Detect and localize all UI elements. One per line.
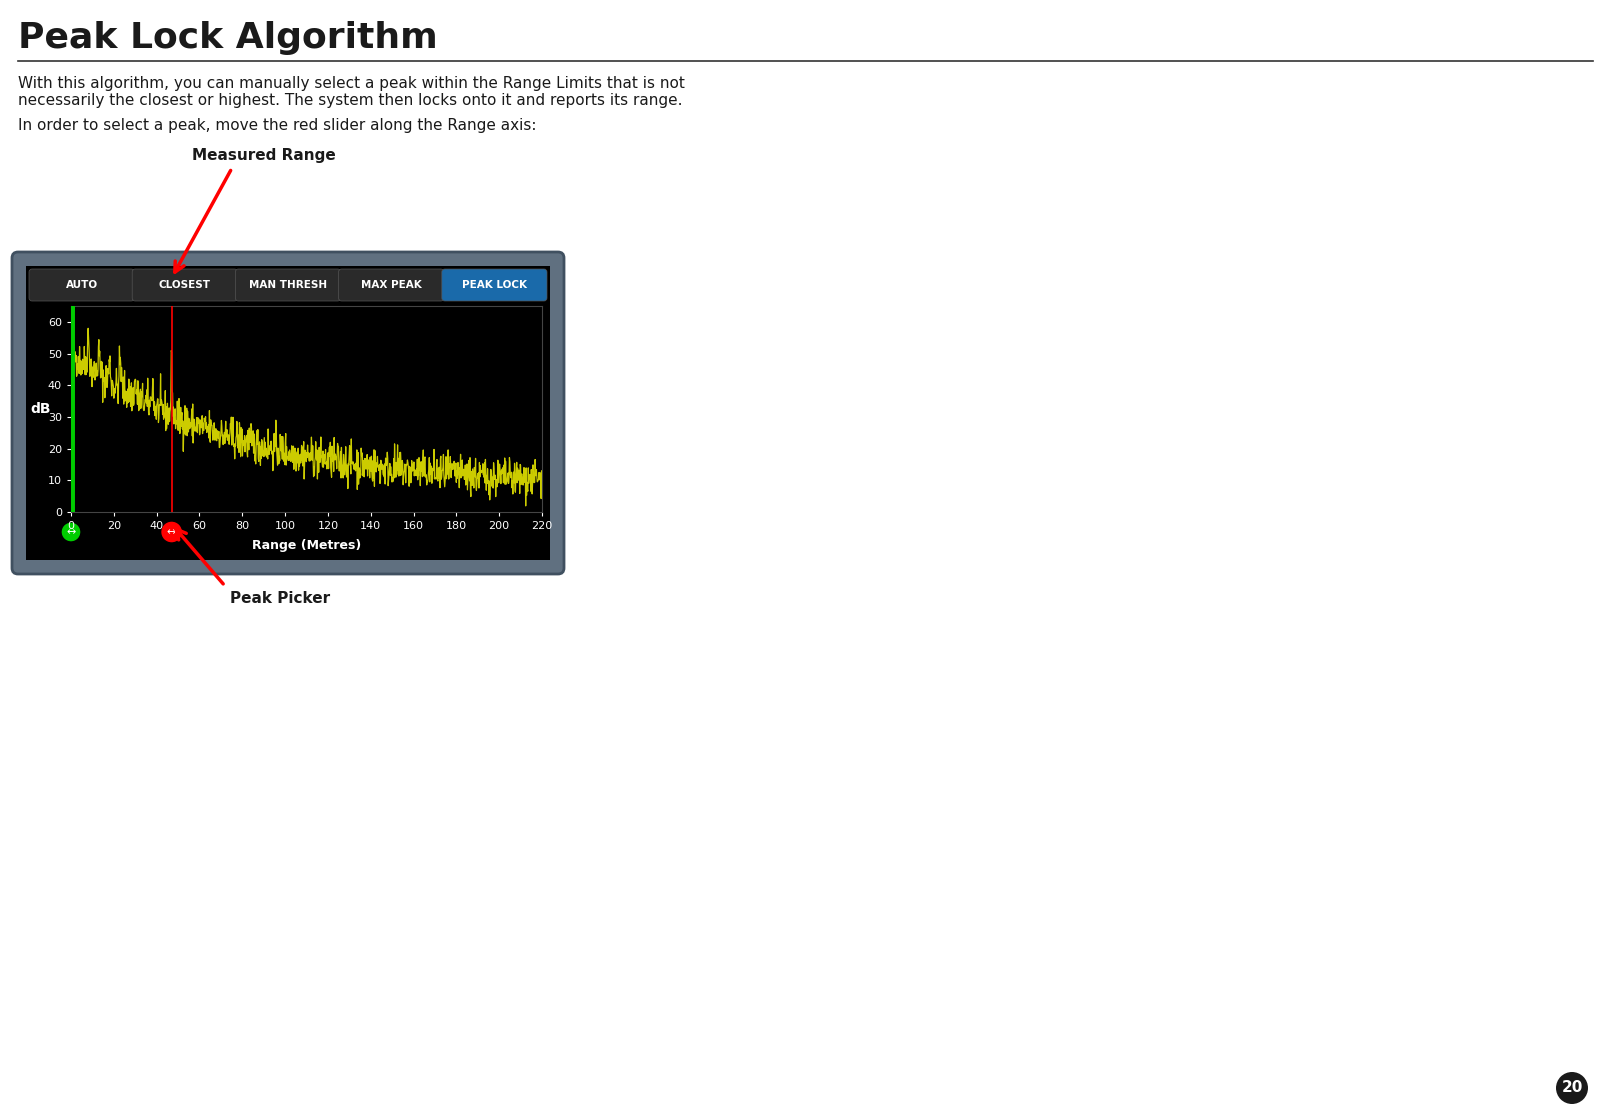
Text: necessarily the closest or highest. The system then locks onto it and reports it: necessarily the closest or highest. The … (18, 93, 683, 108)
Text: AUTO: AUTO (66, 280, 98, 290)
Text: ↔: ↔ (168, 527, 176, 537)
Text: In order to select a peak, move the red slider along the Range axis:: In order to select a peak, move the red … (18, 118, 536, 133)
Circle shape (61, 522, 81, 542)
FancyBboxPatch shape (338, 269, 443, 301)
Text: Range (Metres): Range (Metres) (251, 539, 361, 552)
Circle shape (161, 521, 182, 543)
Circle shape (60, 520, 84, 543)
Text: dB: dB (31, 402, 52, 416)
FancyBboxPatch shape (132, 269, 237, 301)
Text: 20: 20 (1561, 1080, 1582, 1096)
Circle shape (158, 519, 185, 545)
Text: With this algorithm, you can manually select a peak within the Range Limits that: With this algorithm, you can manually se… (18, 76, 685, 92)
FancyBboxPatch shape (11, 252, 564, 574)
FancyBboxPatch shape (441, 269, 548, 301)
Bar (26, 266, 549, 560)
Text: Peak Picker: Peak Picker (230, 591, 330, 606)
FancyBboxPatch shape (235, 269, 340, 301)
FancyBboxPatch shape (29, 269, 134, 301)
Text: Peak Lock Algorithm: Peak Lock Algorithm (18, 21, 438, 55)
Text: MAX PEAK: MAX PEAK (361, 280, 422, 290)
Text: Measured Range: Measured Range (192, 148, 335, 163)
Text: MAN THRESH: MAN THRESH (250, 280, 327, 290)
Text: PEAK LOCK: PEAK LOCK (462, 280, 527, 290)
Text: CLOSEST: CLOSEST (159, 280, 211, 290)
Circle shape (1556, 1072, 1588, 1104)
Text: ↔: ↔ (66, 527, 76, 537)
